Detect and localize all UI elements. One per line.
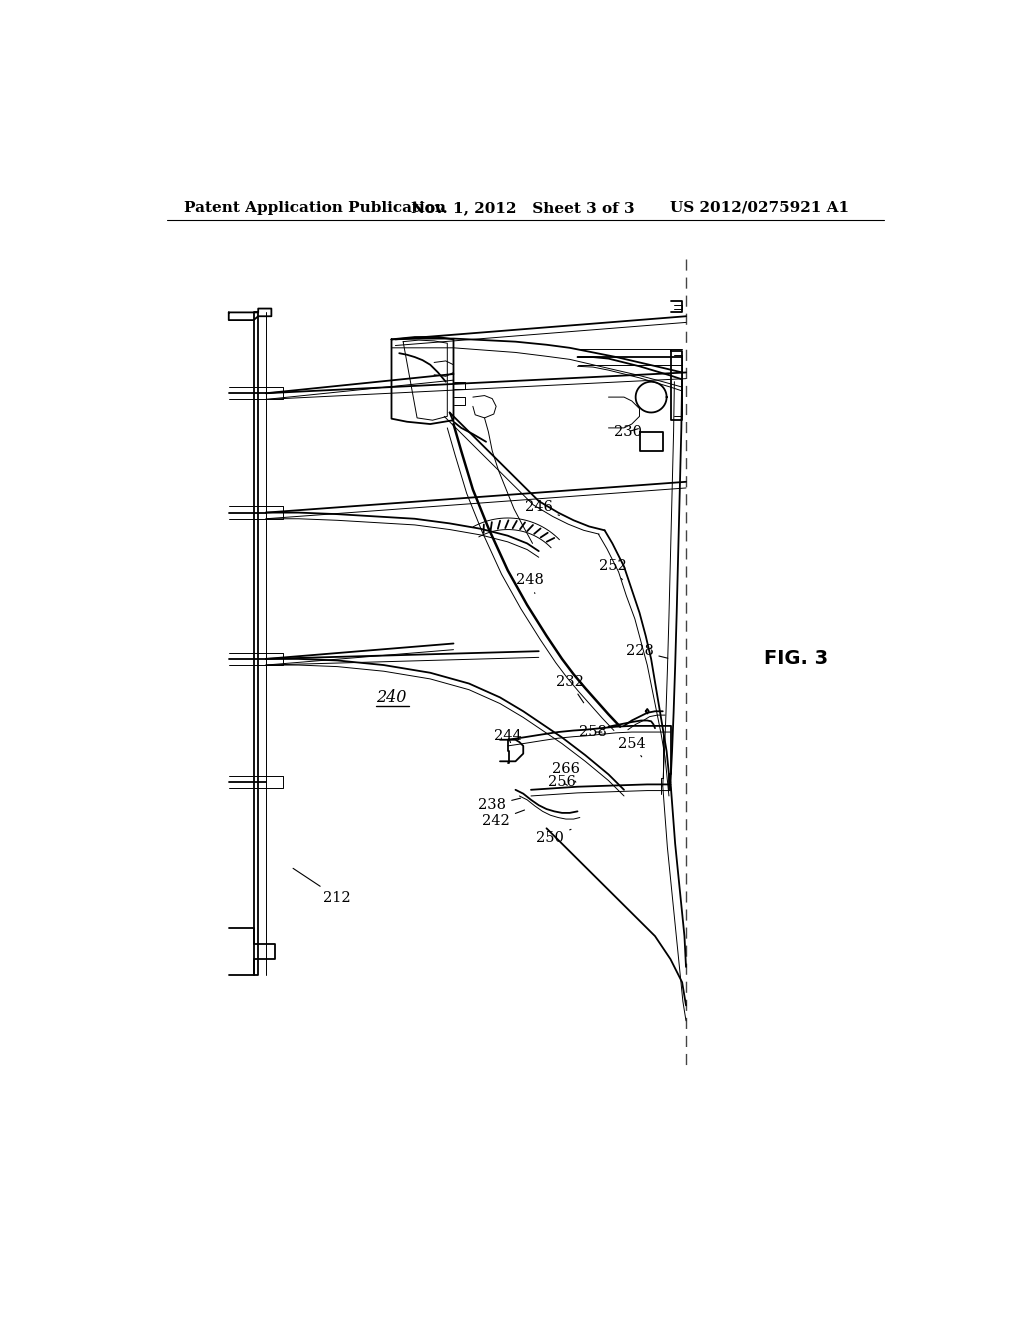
Text: 232: 232: [556, 675, 584, 702]
Text: Patent Application Publication: Patent Application Publication: [183, 201, 445, 215]
Text: 250: 250: [537, 829, 571, 845]
Text: 244: 244: [494, 729, 521, 743]
Text: 230: 230: [613, 425, 642, 438]
Text: 212: 212: [293, 869, 351, 904]
Text: 256: 256: [548, 775, 575, 789]
Text: 240: 240: [376, 689, 407, 706]
Text: 228: 228: [626, 644, 668, 659]
Text: 238: 238: [478, 799, 520, 812]
Text: Nov. 1, 2012   Sheet 3 of 3: Nov. 1, 2012 Sheet 3 of 3: [411, 201, 635, 215]
Text: 248: 248: [515, 573, 544, 594]
Text: 252: 252: [598, 560, 627, 579]
Text: 258: 258: [579, 725, 607, 739]
Text: FIG. 3: FIG. 3: [764, 649, 827, 668]
Text: 242: 242: [482, 810, 524, 828]
Text: 266: 266: [552, 762, 580, 783]
Text: 246: 246: [525, 500, 559, 515]
Text: US 2012/0275921 A1: US 2012/0275921 A1: [671, 201, 850, 215]
Text: 254: 254: [617, 737, 645, 756]
